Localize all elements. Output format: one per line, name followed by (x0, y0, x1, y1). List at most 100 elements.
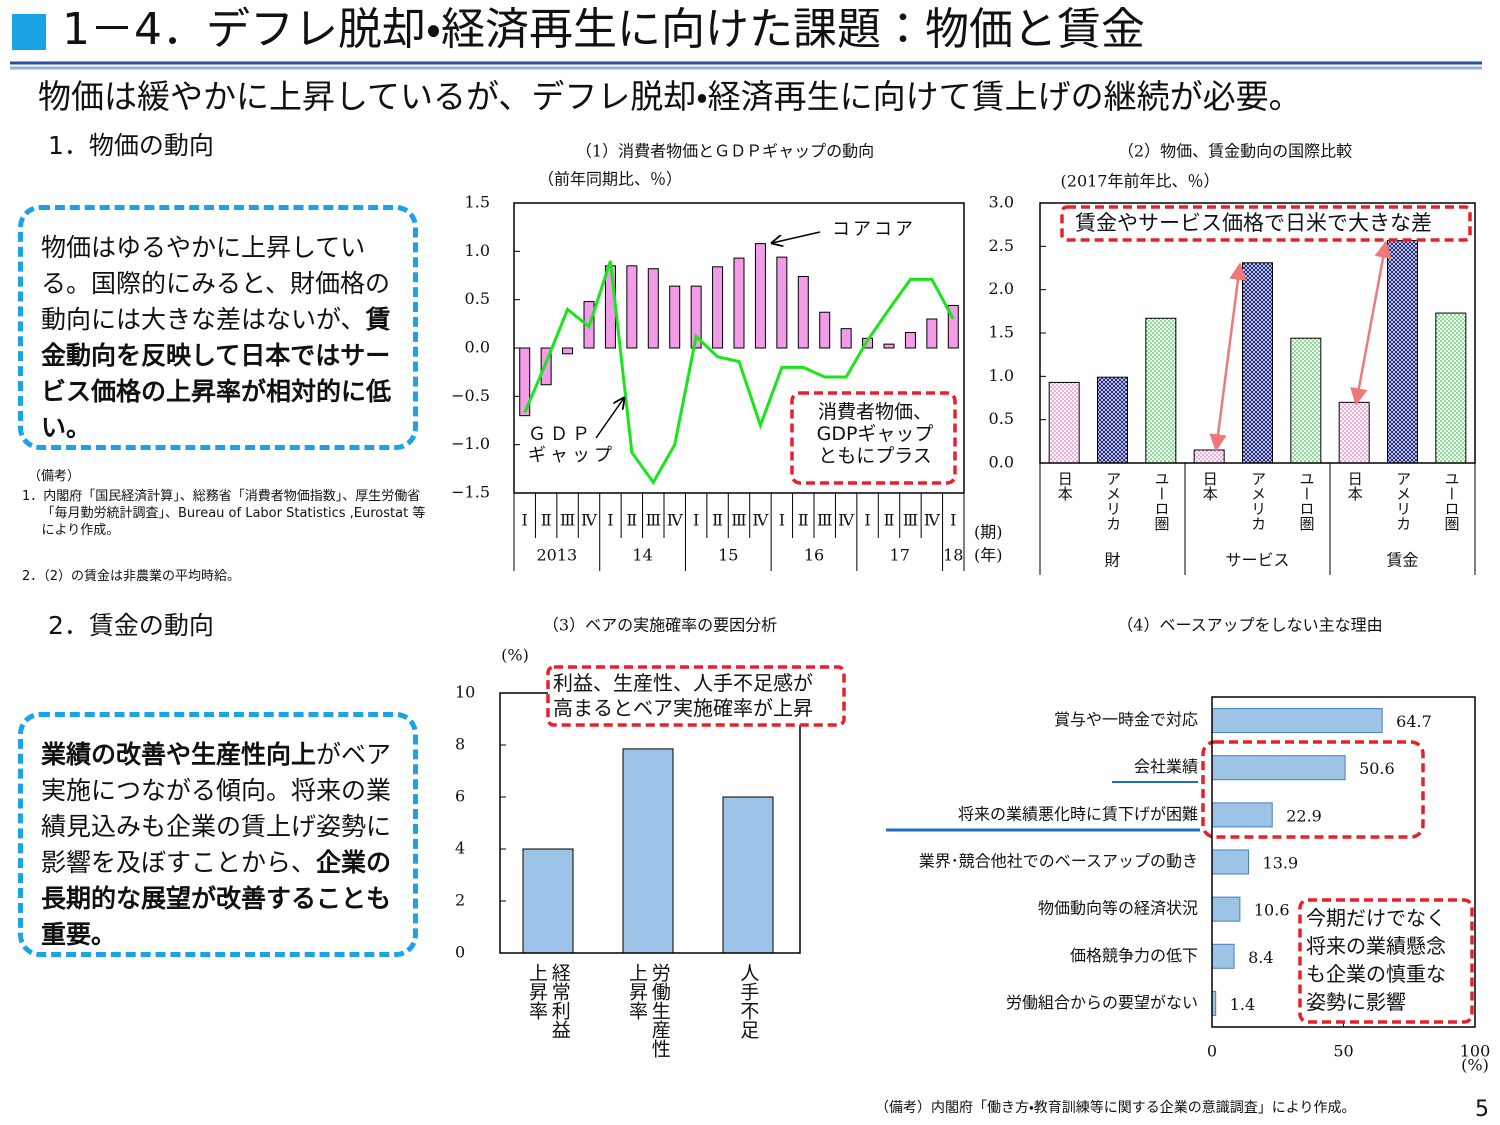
value-label: 22.9 (1286, 806, 1322, 825)
chart-subtitle: (2017年前年比、％） (1061, 172, 1220, 191)
x-axis-label: (期) (974, 523, 1003, 542)
x-tick-label: アメリカ (1249, 471, 1268, 531)
bar (926, 318, 938, 349)
y-tick-label: 2.0 (989, 279, 1014, 298)
group-label: サービス (1225, 551, 1289, 570)
note: 1．内閣府「国民経済計算」、総務省「消費者物価指数」、厚生労働省「毎月勤労統計調… (22, 489, 426, 538)
x-tick-label: アメリカ (1104, 471, 1123, 531)
value-label: 64.7 (1396, 712, 1432, 731)
series-label: コアコア (832, 219, 916, 240)
y-tick-label: 1.5 (989, 323, 1014, 342)
chart-subtitle: （前年同期比、％） (538, 170, 682, 189)
x-tick-label: Ⅲ (817, 511, 832, 530)
arrow (1350, 240, 1392, 406)
x-tick-label: Ⅰ (693, 511, 699, 530)
x-tick-label: Ⅳ (667, 511, 684, 530)
annotation: 利益、生産性、人手不足感が 高まるとベア実施確率が上昇 (553, 671, 813, 720)
x-tick-label: Ⅰ (522, 511, 528, 530)
group-label: 賃金 (1386, 551, 1418, 570)
y-tick-label: 0 (455, 943, 465, 962)
y-tick-label: 賞与や一時金で対応 (1054, 710, 1198, 729)
bar (626, 265, 638, 349)
bar (776, 256, 788, 349)
x-tick-label: 労働生産性 上昇率 (626, 963, 671, 1058)
bar (1211, 708, 1383, 734)
bar (819, 311, 831, 349)
bar (647, 268, 659, 349)
y-tick-label: 1.5 (465, 193, 490, 212)
subtitle: 物価は緩やかに上昇しているが、デフレ脱却・経済再生に向けて賃上げの継続が必要。 (38, 77, 1302, 116)
y-tick-label: 業界･競合他社でのベースアップの動き (919, 852, 1198, 871)
x-tick-label: Ⅳ (581, 511, 598, 530)
y-tick-label: 8 (455, 735, 465, 754)
bar (622, 748, 674, 954)
x-tick-label: Ⅱ (712, 511, 723, 530)
y-tick-label: −0.5 (451, 386, 490, 405)
bar (1048, 381, 1080, 464)
bar (562, 347, 574, 355)
value-label: 8.4 (1248, 948, 1273, 967)
y-tick-label: 3.0 (989, 193, 1014, 212)
value-label: 13.9 (1263, 854, 1299, 873)
bar (1435, 312, 1467, 464)
chart-title: （1）消費者物価とＧＤＰギャップの動向 (576, 142, 874, 161)
x-tick-label: 人手不足 (737, 963, 760, 1039)
section-heading: 2．賃金の動向 (48, 611, 214, 640)
x-tick-label: 日本 (1055, 471, 1074, 501)
bar (1211, 896, 1241, 922)
bar (1242, 262, 1273, 464)
highlight-box (1201, 740, 1425, 839)
x-tick-label: Ⅳ (752, 511, 769, 530)
body-text: 物価はゆるやかに上昇している。国際的にみると、財価格の動向には大きな差はないが、 (41, 233, 391, 334)
emphasis-text: 賃金動向を反映して日本ではサービス価格の上昇率が相対的に低い。 (41, 305, 392, 442)
note-heading: （備考） (28, 469, 81, 484)
x-tick-label: Ⅰ (607, 511, 613, 530)
callout-box (1298, 898, 1474, 1024)
arrow (595, 398, 624, 439)
chart-title: （4）ベースアップをしない主な理由 (1117, 616, 1382, 635)
x-tick-label: Ⅱ (884, 511, 895, 530)
arrow (1209, 262, 1247, 452)
callout-box (1060, 205, 1472, 242)
x-tick-label: Ⅲ (903, 511, 918, 530)
x-tick-label: Ⅲ (646, 511, 661, 530)
annotation: 消費者物価、 GDPギャップ ともにプラス (816, 401, 934, 467)
x-tick-label: Ⅳ (838, 511, 855, 530)
year-label: 16 (804, 546, 824, 565)
y-tick-label: 0.5 (465, 289, 490, 308)
y-tick-label: 2 (455, 891, 465, 910)
bar (1145, 317, 1177, 464)
y-tick-label: 物価動向等の経済状況 (1038, 899, 1198, 918)
y-tick-label: 1.0 (465, 241, 490, 260)
x-axis-label: (年) (974, 546, 1003, 565)
callout-box (790, 391, 957, 485)
y-tick-label: 2.5 (989, 236, 1014, 255)
chart-title: （3）ベアの実施確率の要因分析 (543, 616, 777, 635)
year-label: 18 (943, 546, 963, 565)
y-axis-label: (%) (501, 646, 529, 665)
x-tick-label: アメリカ (1394, 471, 1413, 531)
bar (519, 347, 531, 417)
line (523, 260, 955, 486)
bar (722, 796, 774, 954)
x-tick-label: Ⅰ (864, 511, 870, 530)
x-axis-label: (%) (1461, 1056, 1489, 1075)
y-tick-label: 10 (455, 683, 475, 702)
x-tick-label: Ⅳ (924, 511, 941, 530)
year-label: 14 (632, 546, 652, 565)
bar (1387, 239, 1418, 464)
bar (604, 265, 616, 349)
y-tick-label: 4 (455, 839, 465, 858)
title: 1－4．デフレ脱却・経済再生に向けた課題：物価と賃金 (62, 4, 1145, 55)
emphasis-text: 企業の長期的な展望が改善することも重要。 (41, 848, 392, 949)
x-tick-label: 経常利益 上昇率 (526, 963, 571, 1039)
x-tick-label: Ⅰ (950, 511, 956, 530)
x-tick-label: Ⅱ (541, 511, 552, 530)
callout-box (546, 665, 846, 727)
chart-title: （2）物価、賃金動向の国際比較 (1118, 142, 1352, 161)
annotation: 賃金やサービス価格で日米で大きな差 (1075, 211, 1432, 235)
note: （備考）内閣府「働き方・教育訓練等に関する企業の意識調査」により作成。 (875, 1100, 1356, 1116)
bar (1193, 449, 1225, 464)
bar (1211, 755, 1346, 781)
